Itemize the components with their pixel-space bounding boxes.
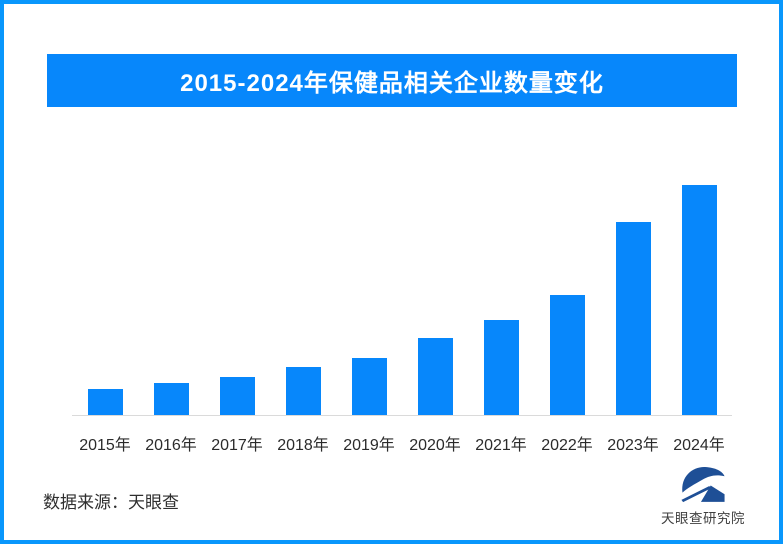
bar-2019年 (351, 357, 387, 415)
bar-column (534, 185, 600, 415)
x-axis-label: 2017年 (211, 437, 263, 454)
bar-2018年 (285, 366, 321, 415)
footer-logo-text: 天眼查研究院 (661, 511, 745, 526)
bar-2023年 (615, 221, 651, 415)
chart-title-banner: 2015-2024年保健品相关企业数量变化 (47, 54, 737, 107)
x-axis-label: 2021年 (475, 437, 527, 454)
bar-column (270, 185, 336, 415)
x-axis-label: 2023年 (607, 437, 659, 454)
x-axis-label: 2015年 (79, 437, 131, 454)
bar-column (402, 185, 468, 415)
bar-2024年 (681, 185, 717, 415)
bar-column (72, 185, 138, 415)
x-axis-label: 2022年 (541, 437, 593, 454)
bar-2020年 (417, 337, 453, 415)
bar-column (138, 185, 204, 415)
bar-column (336, 185, 402, 415)
x-axis-label: 2019年 (343, 437, 395, 454)
bar-column (600, 185, 666, 415)
bar-2015年 (87, 389, 123, 415)
bar-chart-plot-area (72, 185, 732, 416)
x-axis-labels: 2015年 2016年 2017年 2018年 2019年 2020年 2021年 2022年… (72, 431, 732, 455)
bar-column (666, 185, 732, 415)
data-source-note: 数据来源：天眼查 (43, 493, 179, 512)
x-axis-label: 2016年 (145, 437, 197, 454)
tianyancha-eye-icon (681, 467, 725, 503)
bar-column (204, 185, 270, 415)
x-axis-label: 2024年 (673, 437, 725, 454)
chart-title: 2015-2024年保健品相关企业数量变化 (180, 70, 604, 97)
x-axis-label: 2020年 (409, 437, 461, 454)
bar-2022年 (549, 295, 585, 415)
bar-2016年 (153, 383, 189, 415)
bar-column (468, 185, 534, 415)
bar-2017年 (219, 376, 255, 415)
x-axis-label: 2018年 (277, 437, 329, 454)
footer-logo: 天眼查研究院 (655, 466, 751, 527)
bar-series (72, 185, 732, 415)
bar-2021年 (483, 319, 519, 415)
